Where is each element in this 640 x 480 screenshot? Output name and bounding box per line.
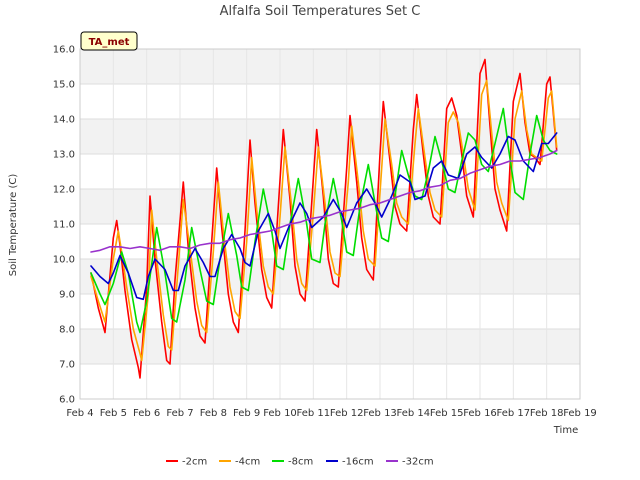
ta-met-badge-label: TA_met [89,37,130,48]
plot-band [80,49,580,84]
x-tick-label: Feb 6 [133,408,160,419]
y-tick-label: 14.0 [53,115,75,126]
y-tick-label: 9.0 [59,290,75,301]
x-tick-label: Feb 8 [200,408,227,419]
y-tick-label: 7.0 [59,360,75,371]
ta-met-badge-box [80,31,138,51]
y-tick-label: 15.0 [53,80,75,91]
x-tick-labels: Feb 4 Feb 5 Feb 6 Feb 7 Feb 8 Feb 9 Feb 10 Feb … [66,408,596,419]
x-tick-label: Feb 13 [363,408,397,419]
y-tick-label: 8.0 [59,325,75,336]
y-tick-label: 12.0 [53,185,75,196]
series-line-4cm [90,79,558,362]
x-tick-label: Feb 10 [263,408,297,419]
x-tick-label: Feb 4 [66,408,93,419]
x-tick-label: Feb 7 [166,408,193,419]
y-tick-label: 10.0 [53,255,75,266]
x-tick-label: Feb 12 [330,408,364,419]
x-tick-label: Feb 14 [397,408,431,419]
y-tick-label: 13.0 [53,150,75,161]
x-tick-label: Feb 11 [297,408,331,419]
ta-met-badge: TA_met [80,31,138,51]
x-tick-label: Feb 17 [497,408,531,419]
x-tick-label: Feb 16 [463,408,497,419]
x-tick-label: Feb 15 [430,408,464,419]
y-tick-labels: 6.0 7.0 8.0 9.0 10.0 11.0 12.0 13.0 14.0 15.0 16.0 [53,45,75,406]
plot-frame [79,48,581,400]
y-tick-label: 6.0 [59,395,75,406]
x-tick-label: Feb 5 [100,408,127,419]
series-line-2cm [90,58,558,379]
plot-band [80,329,580,364]
x-tick-label: Feb 19 [563,408,597,419]
legend: -2cm -4cm -8cm -16cm -32cm [166,457,434,468]
y-axis-label: Soil Temperature (C) [8,174,19,277]
legend-label: -32cm [402,457,434,468]
series-line-32cm [90,149,558,253]
series-line-16cm [90,132,558,301]
series-lines [90,58,558,379]
legend-label: -2cm [182,457,207,468]
x-tick-label: Feb 9 [233,408,260,419]
y-tick-label: 16.0 [53,45,75,56]
x-axis-label: Time [553,425,578,436]
legend-label: -16cm [342,457,374,468]
legend-label: -8cm [288,457,313,468]
legend-label: -4cm [235,457,260,468]
y-tick-label: 11.0 [53,220,75,231]
chart-title: Alfalfa Soil Temperatures Set C [220,4,421,19]
series-line-8cm [90,107,558,334]
x-tick-label: Feb 18 [530,408,564,419]
